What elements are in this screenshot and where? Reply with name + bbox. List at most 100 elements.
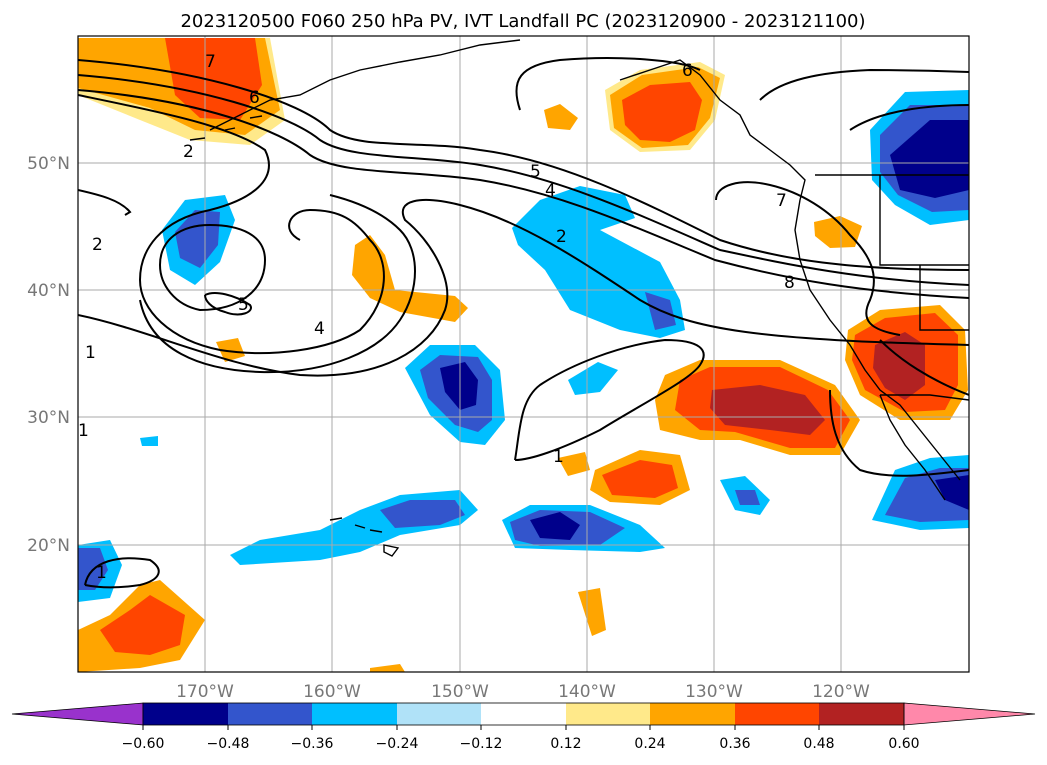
anomaly-pos-subtropical-core	[602, 460, 678, 498]
anomaly-pos-small-d	[558, 452, 590, 476]
lon-label: 130°W	[685, 682, 743, 702]
contour-labels: 7 6 2 2 5 4 5 4 2 1 1 1 1 7 8 6	[78, 52, 795, 583]
colorbar-tick-label: 0.24	[634, 736, 665, 752]
colorbar-bin	[650, 703, 735, 725]
colorbar-tick-label: 0.48	[803, 736, 834, 752]
contour-ring-1-west	[78, 199, 969, 377]
colorbar-bin	[735, 703, 819, 725]
border-mexico	[880, 394, 969, 401]
colorbar: −0.60 −0.48 −0.36 −0.24 −0.12 0.12 0.24 …	[11, 702, 1036, 752]
contour-label: 1	[85, 343, 96, 363]
contour-ring-1-east	[829, 389, 969, 477]
anomaly-neg-hawaii-core	[380, 500, 465, 528]
contour-label: 5	[238, 295, 249, 315]
anomaly-pos-california-core	[873, 332, 925, 400]
colorbar-tick-label: 0.36	[719, 736, 750, 752]
colorbar-bin	[228, 703, 312, 725]
colorbar-tick-label: −0.60	[122, 736, 165, 752]
contour-trough-se	[849, 104, 969, 131]
contour-label: 7	[776, 191, 787, 211]
colorbar-extend-max	[903, 702, 1036, 726]
hawaii-islands	[329, 517, 400, 557]
contour-label: 1	[553, 447, 564, 467]
contour-ring-2	[159, 223, 267, 312]
aleutians	[189, 115, 263, 141]
contour-label: 4	[314, 319, 325, 339]
contour-ring-1-sw	[84, 557, 160, 589]
coastline-west-us	[794, 199, 961, 481]
anomaly-neg-small-c	[735, 490, 760, 505]
contour-upper-trough	[78, 94, 385, 355]
contour-ring-5	[204, 292, 252, 316]
contour-label: 2	[183, 142, 194, 162]
contour-label: 1	[96, 563, 107, 583]
colorbar-tick-label: 0.12	[550, 736, 581, 752]
coastline-baja	[879, 394, 946, 501]
contour-ring-1-nwalt	[78, 189, 132, 216]
anomaly-neg-east-core	[530, 512, 580, 540]
contour-label: 2	[556, 227, 567, 247]
colorbar-extend-min	[11, 702, 144, 726]
contour-trough-ne	[879, 339, 969, 396]
lon-label: 150°W	[431, 682, 489, 702]
contour-label: 8	[784, 273, 795, 293]
anomaly-neg-central-core	[440, 362, 478, 410]
anomaly-pos-northwest-core	[165, 38, 262, 120]
anomaly-neg-small-d	[140, 436, 158, 446]
anomaly-neg-small-a	[568, 362, 618, 395]
colorbar-ticks	[142, 725, 905, 730]
lat-label: 50°N	[27, 154, 70, 174]
map-frame	[77, 35, 970, 673]
gridlines	[78, 36, 969, 672]
ivt-contours	[78, 57, 969, 589]
contour-trough-sw	[759, 68, 969, 101]
contour-lead-1	[78, 59, 969, 271]
contour-ring-1-north	[515, 57, 701, 111]
map-area: 7 6 2 2 5 4 5 4 2 1 1 1 1 7 8 6	[78, 36, 969, 672]
anomaly-pos-small-c	[216, 338, 245, 362]
anomaly-pos-gulf-alaska-core	[622, 82, 702, 142]
contour-label: 6	[682, 61, 693, 81]
lat-label: 40°N	[27, 281, 70, 301]
colorbar-bin	[819, 703, 904, 725]
colorbar-bin	[481, 703, 566, 725]
contour-label: 1	[78, 421, 89, 441]
contour-lead-2	[78, 74, 969, 286]
contour-trough-pnw	[715, 181, 901, 336]
colorbar-tick-label: −0.48	[207, 736, 250, 752]
colorbar-bin	[312, 703, 397, 725]
anomaly-pos-small-a	[544, 104, 578, 130]
contour-label: 7	[205, 52, 216, 72]
lat-label: 30°N	[27, 408, 70, 428]
contour-label: 6	[249, 88, 260, 108]
anomaly-pos-small-b	[814, 216, 862, 248]
contour-label: 4	[545, 181, 556, 201]
lat-label: 20°N	[27, 536, 70, 556]
contour-ring-1-central	[514, 338, 705, 461]
anomaly-pos-east-pacific-core	[710, 385, 825, 435]
chart-title: 2023120500 F060 250 hPa PV, IVT Landfall…	[180, 11, 865, 32]
lon-label: 120°W	[812, 682, 870, 702]
lon-label: 170°W	[176, 682, 234, 702]
coastline-alaska-panhandle	[619, 59, 806, 201]
positive-pv-anomalies	[78, 38, 968, 672]
lon-label: 140°W	[558, 682, 616, 702]
anomaly-pos-small-f	[370, 664, 405, 672]
contour-label: 5	[530, 162, 541, 182]
contour-ring-4	[139, 194, 416, 374]
anomaly-neg-pnw-core	[890, 120, 969, 198]
contour-lead-3	[78, 89, 969, 299]
colorbar-tick-label: −0.12	[460, 736, 503, 752]
lon-label: 160°W	[303, 682, 361, 702]
anomaly-neg-baja-core	[935, 475, 969, 510]
colorbar-tick-label: −0.36	[291, 736, 334, 752]
anomaly-pos-small-e	[578, 588, 606, 636]
latitude-labels: 50°N 40°N 30°N 20°N	[27, 154, 70, 556]
colorbar-tick-label: −0.24	[376, 736, 419, 752]
longitude-labels: 170°W 160°W 150°W 140°W 130°W 120°W	[176, 682, 870, 702]
colorbar-bin	[143, 703, 228, 725]
colorbar-bin	[397, 703, 481, 725]
anomaly-pos-southwest-core	[100, 595, 185, 655]
border-states	[879, 175, 969, 331]
